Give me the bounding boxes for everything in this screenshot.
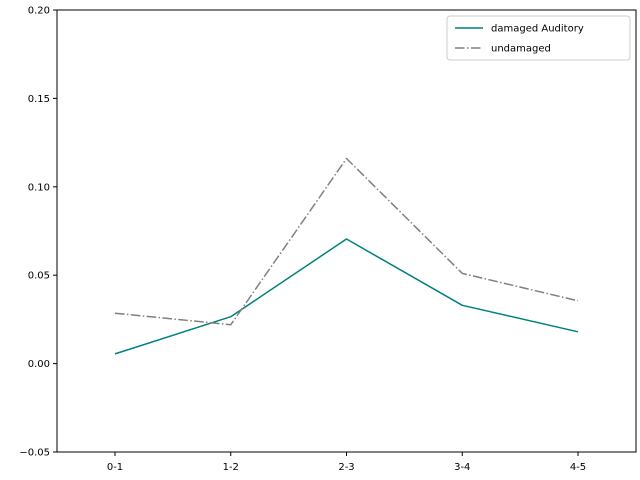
x-tick-label: 0-1 <box>107 462 123 473</box>
plot-frame <box>56 9 637 453</box>
y-tick-label: 0.20 <box>28 6 50 17</box>
legend-box <box>446 15 631 61</box>
legend: damaged Auditory undamaged <box>446 15 631 61</box>
x-tick-label: 3-4 <box>454 462 470 473</box>
x-axis: 0-1 1-2 2-3 3-4 4-5 <box>107 452 586 473</box>
y-tick-label: 0.10 <box>28 182 50 193</box>
y-axis: −0.05 0.00 0.05 0.10 0.15 0.20 <box>19 6 57 459</box>
series-layer <box>114 157 579 355</box>
y-tick-label: 0.05 <box>28 271 50 282</box>
y-tick-label: 0.00 <box>28 359 50 370</box>
x-tick-label: 2-3 <box>338 462 354 473</box>
series-line-1 <box>114 157 579 326</box>
x-tick-label: 4-5 <box>570 462 586 473</box>
legend-label-0: damaged Auditory <box>491 24 584 35</box>
series-line-0 <box>114 238 579 355</box>
y-tick-label: −0.05 <box>19 448 50 459</box>
legend-label-1: undamaged <box>491 44 551 55</box>
x-tick-label: 1-2 <box>223 462 239 473</box>
y-tick-label: 0.15 <box>28 94 50 105</box>
